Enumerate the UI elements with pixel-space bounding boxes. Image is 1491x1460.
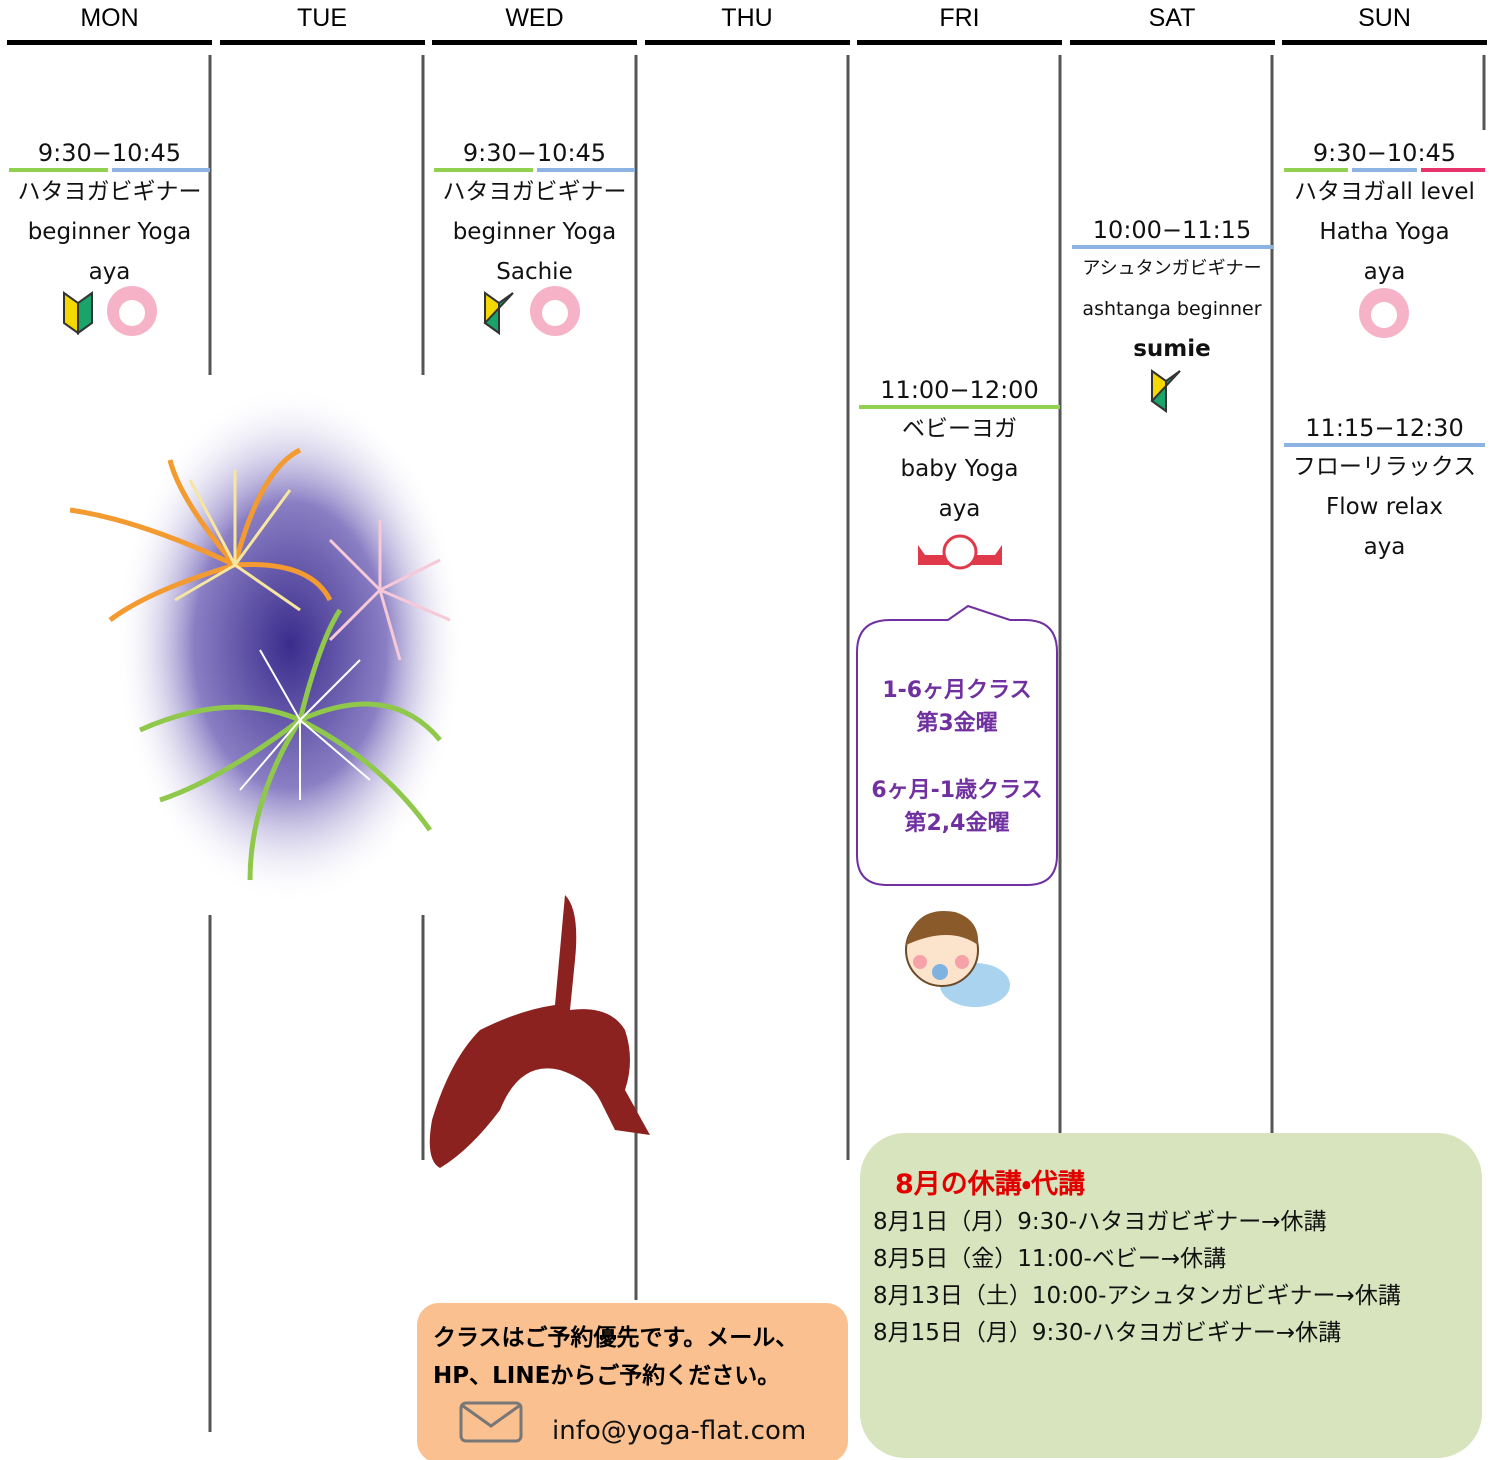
day-header: THU xyxy=(721,4,773,32)
class-name: ハタヨガビギナー xyxy=(442,179,627,205)
level-bar xyxy=(434,168,533,172)
speech-bubble xyxy=(856,604,1058,886)
header-rule xyxy=(1282,40,1487,45)
class-name: ベビーヨガ xyxy=(902,416,1017,442)
baby-note-line: 1-6ヶ月クラス xyxy=(882,678,1032,703)
class-time: 11:15−12:30 xyxy=(1305,414,1464,442)
class-teacher: aya xyxy=(88,259,131,285)
class-time: 9:30−10:45 xyxy=(1312,139,1457,167)
day-header: SAT xyxy=(1148,4,1196,32)
class-block: 9:30−10:45 ハタヨガall level Hatha Yoga aya xyxy=(1282,138,1487,292)
level-bar xyxy=(111,168,210,172)
class-name: ハタヨガビギナー xyxy=(17,179,202,205)
class-teacher: Sachie xyxy=(496,259,573,285)
day-header: WED xyxy=(505,4,564,32)
level-icons xyxy=(63,286,1409,570)
class-block: 9:30−10:45 ハタヨガビギナー beginner Yoga aya xyxy=(7,138,212,292)
class-name-en: Hatha Yoga xyxy=(1319,219,1450,245)
fireworks-illustration xyxy=(69,385,465,905)
class-teacher: aya xyxy=(938,496,981,522)
class-name-en: ashtanga beginner xyxy=(1082,298,1262,320)
notice-item: 8月15日（月）9:30-ハタヨガビギナー→休講 xyxy=(873,1320,1342,1346)
level-bar xyxy=(536,168,635,172)
yoga-silhouette xyxy=(429,895,650,1168)
header-rule xyxy=(857,40,1062,45)
notice-item: 8月5日（金）11:00-ベビー→休講 xyxy=(873,1246,1227,1272)
class-name-en: baby Yoga xyxy=(900,456,1019,482)
class-block: 9:30−10:45 ハタヨガビギナー beginner Yoga Sachie xyxy=(432,138,637,292)
level-bars xyxy=(1284,168,1485,172)
class-block: 11:00−12:00 ベビーヨガ baby Yoga aya xyxy=(857,375,1062,529)
reservation-line: クラスはご予約優先です。メール、 xyxy=(433,1325,799,1351)
header-rule xyxy=(644,40,850,45)
notice-item: 8月13日（土）10:00-アシュタンガビギナー→休講 xyxy=(873,1283,1401,1309)
header-rule xyxy=(1069,40,1275,45)
notice-box xyxy=(860,1133,1482,1458)
reservation-line: HP、LINEからご予約ください。 xyxy=(433,1363,781,1389)
reservation-email: info@yoga-flat.com xyxy=(552,1416,807,1446)
level-bar xyxy=(859,405,1060,409)
class-name: ハタヨガall level xyxy=(1294,179,1475,205)
class-name-en: beginner Yoga xyxy=(27,219,192,245)
class-time: 9:30−10:45 xyxy=(37,139,182,167)
class-name: フローリラックス xyxy=(1292,454,1477,480)
class-block: 11:15−12:30 フローリラックス Flow relax aya xyxy=(1282,413,1487,567)
level-bars xyxy=(434,168,635,172)
class-name-en: Flow relax xyxy=(1325,494,1443,520)
baby-note-line: 第2,4金曜 xyxy=(904,811,1010,836)
day-header: SUN xyxy=(1358,4,1411,32)
level-bars xyxy=(859,405,1060,409)
notice-title: 8月の休講・代講 xyxy=(895,1169,1085,1200)
baby-note-line: 6ヶ月-1歳クラス xyxy=(871,778,1043,803)
level-bar xyxy=(1352,168,1417,172)
baby-illustration xyxy=(905,910,1010,1007)
column-dividers xyxy=(208,55,1486,1432)
class-teacher: aya xyxy=(1363,259,1406,285)
header-rule xyxy=(219,40,425,45)
level-bar xyxy=(1284,168,1349,172)
notice-item: 8月1日（月）9:30-ハタヨガビギナー→休講 xyxy=(873,1209,1327,1235)
day-header: MON xyxy=(80,4,139,32)
level-bars xyxy=(1284,443,1485,447)
class-time: 9:30−10:45 xyxy=(462,139,607,167)
class-name: アシュタンガビギナー xyxy=(1082,258,1262,279)
class-teacher: aya xyxy=(1363,534,1406,560)
class-time: 10:00−11:15 xyxy=(1092,216,1252,244)
class-name-en: beginner Yoga xyxy=(452,219,617,245)
day-header: FRI xyxy=(939,4,980,32)
level-bar xyxy=(1284,443,1485,447)
level-bar xyxy=(1420,168,1485,172)
level-bar xyxy=(9,168,108,172)
level-bars xyxy=(9,168,210,172)
reservation-box xyxy=(417,1303,848,1460)
baby-note-line: 第3金曜 xyxy=(916,711,998,736)
envelope-icon xyxy=(459,1401,523,1443)
envelope-flap xyxy=(462,1404,520,1428)
day-header: TUE xyxy=(297,4,347,32)
header-rule xyxy=(7,40,212,45)
class-teacher: sumie xyxy=(1133,336,1211,362)
class-time: 11:00−12:00 xyxy=(880,376,1039,404)
class-block: 10:00−11:15 アシュタンガビギナー ashtanga beginner su… xyxy=(1070,215,1275,369)
level-bar xyxy=(1071,245,1273,249)
header-rule xyxy=(432,40,637,45)
level-bars xyxy=(1071,245,1273,249)
